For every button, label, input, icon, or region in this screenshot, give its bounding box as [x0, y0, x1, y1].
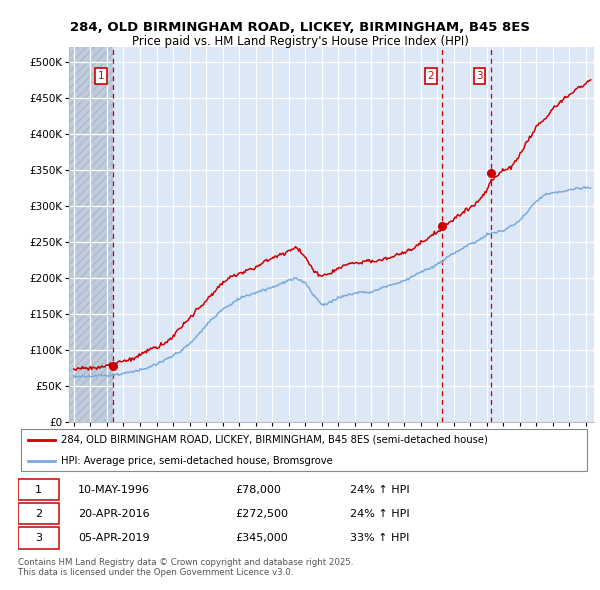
- FancyBboxPatch shape: [18, 479, 59, 500]
- Text: Contains HM Land Registry data © Crown copyright and database right 2025.
This d: Contains HM Land Registry data © Crown c…: [18, 558, 353, 577]
- Text: Price paid vs. HM Land Registry's House Price Index (HPI): Price paid vs. HM Land Registry's House …: [131, 35, 469, 48]
- FancyBboxPatch shape: [18, 503, 59, 525]
- Text: 2: 2: [427, 71, 434, 81]
- Text: £345,000: £345,000: [236, 533, 289, 543]
- Text: 24% ↑ HPI: 24% ↑ HPI: [350, 509, 410, 519]
- Text: £78,000: £78,000: [236, 485, 281, 495]
- Text: 10-MAY-1996: 10-MAY-1996: [78, 485, 150, 495]
- Text: 1: 1: [98, 71, 104, 81]
- Text: 284, OLD BIRMINGHAM ROAD, LICKEY, BIRMINGHAM, B45 8ES: 284, OLD BIRMINGHAM ROAD, LICKEY, BIRMIN…: [70, 21, 530, 34]
- Text: 2: 2: [35, 509, 42, 519]
- Text: 20-APR-2016: 20-APR-2016: [78, 509, 150, 519]
- Text: 33% ↑ HPI: 33% ↑ HPI: [350, 533, 410, 543]
- Bar: [69, 47, 113, 422]
- Text: 1: 1: [35, 485, 42, 495]
- FancyBboxPatch shape: [21, 430, 587, 471]
- Text: 3: 3: [476, 71, 483, 81]
- Text: 3: 3: [35, 533, 42, 543]
- FancyBboxPatch shape: [18, 527, 59, 549]
- Text: 284, OLD BIRMINGHAM ROAD, LICKEY, BIRMINGHAM, B45 8ES (semi-detached house): 284, OLD BIRMINGHAM ROAD, LICKEY, BIRMIN…: [61, 435, 488, 445]
- Text: 24% ↑ HPI: 24% ↑ HPI: [350, 485, 410, 495]
- Text: HPI: Average price, semi-detached house, Bromsgrove: HPI: Average price, semi-detached house,…: [61, 455, 333, 466]
- Text: £272,500: £272,500: [236, 509, 289, 519]
- Text: 05-APR-2019: 05-APR-2019: [78, 533, 150, 543]
